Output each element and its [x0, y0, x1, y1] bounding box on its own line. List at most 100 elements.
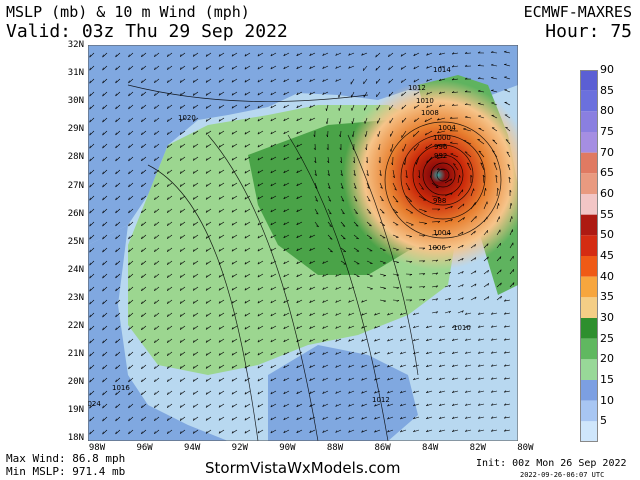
wind-arrow [218, 104, 225, 109]
wind-arrow [314, 169, 317, 176]
wind-arrow [491, 102, 498, 106]
wind-arrow [413, 65, 420, 70]
wind-arrow [361, 377, 368, 381]
wind-arrow-head [154, 197, 156, 200]
wind-arrow [379, 182, 383, 189]
wind-arrow [270, 377, 277, 382]
wind-arrow [218, 169, 225, 174]
wind-arrow-head [387, 430, 390, 433]
wind-arrow-head [128, 340, 130, 344]
wind-arrow [102, 130, 108, 136]
wind-arrow-head [257, 365, 260, 369]
wind-arrow-head [482, 174, 485, 178]
wind-arrow-head [422, 235, 426, 237]
wind-arrow [361, 390, 368, 394]
wind-arrow [180, 286, 186, 291]
wind-arrow-head [503, 299, 507, 302]
wind-arrow-head [154, 405, 156, 408]
wind-arrow-head [438, 377, 442, 380]
isobar-label: 1010 [416, 97, 434, 105]
wind-arrow [431, 259, 438, 262]
wind-arrow-head [257, 404, 260, 408]
wind-arrow-head [270, 391, 273, 395]
wind-arrow-head [270, 170, 273, 174]
wind-arrow [89, 286, 95, 292]
wind-arrow-head [128, 366, 130, 370]
wind-arrow [102, 364, 108, 370]
wind-arrow-head [413, 338, 416, 342]
wind-arrow [418, 169, 421, 179]
wind-arrow-head [128, 314, 130, 318]
wind-arrow-head [474, 296, 477, 300]
wind-arrow-head [257, 417, 260, 421]
wind-arrow [270, 390, 277, 395]
wind-arrow [413, 390, 420, 394]
wind-arrow-head [463, 128, 466, 130]
wind-arrow [89, 117, 95, 123]
wind-arrow [244, 156, 251, 161]
wind-arrow-head [348, 352, 351, 355]
wind-arrow [296, 377, 303, 382]
wind-arrow-head [154, 431, 156, 434]
wind-arrow-head [342, 212, 345, 215]
wind-arrow [439, 104, 446, 107]
wind-arrow-head [179, 184, 182, 187]
wind-arrow [205, 351, 212, 356]
wind-arrow-head [296, 157, 299, 160]
wind-arrow [478, 338, 485, 341]
wind-arrow [231, 91, 238, 96]
wind-arrow [322, 52, 329, 56]
wind-arrow [504, 416, 511, 419]
wind-arrow [392, 169, 395, 178]
wind-arrow-head [505, 139, 509, 141]
wind-arrow-head [283, 404, 286, 408]
wind-arrow [361, 299, 368, 303]
wind-arrow [465, 116, 472, 119]
wind-arrow [244, 247, 251, 252]
wind-arrow [439, 325, 446, 328]
wind-arrow [296, 78, 303, 83]
wind-arrow [444, 310, 451, 314]
longitude-label: 94W [184, 443, 201, 453]
wind-arrow [379, 221, 385, 226]
wind-arrow-head [309, 300, 312, 303]
wind-arrow-head [480, 162, 483, 165]
wind-arrow-head [341, 199, 345, 202]
wind-arrow [231, 299, 238, 304]
wind-arrow [231, 338, 238, 343]
wind-arrow [296, 247, 303, 252]
wind-arrow-head [167, 366, 169, 369]
wind-arrow-head [89, 197, 91, 201]
wind-arrow-head [296, 92, 299, 95]
wind-arrow [115, 156, 121, 162]
wind-arrow-head [451, 377, 455, 380]
wind-arrow-head [89, 54, 91, 58]
wind-arrow [491, 416, 498, 419]
wind-arrow [493, 162, 498, 171]
wind-arrow [283, 156, 290, 161]
wind-arrow [180, 299, 186, 304]
wind-arrow-head [192, 171, 195, 174]
wind-arrow-head [464, 338, 468, 341]
wind-arrow [504, 429, 511, 432]
wind-arrow-head [115, 80, 117, 84]
wind-arrow-head [283, 417, 286, 421]
wind-arrow [504, 114, 511, 119]
wind-arrow [296, 351, 303, 356]
wind-arrow-head [141, 171, 143, 175]
wind-arrow [504, 299, 511, 302]
wind-arrow-head [309, 53, 312, 56]
wind-arrow [102, 143, 108, 149]
wind-arrow [496, 269, 502, 275]
wind-arrow-head [477, 390, 481, 393]
wind-arrow [141, 390, 147, 396]
colorbar-swatch [580, 318, 598, 339]
wind-arrow-head [192, 158, 195, 161]
wind-arrow [257, 299, 264, 304]
wind-arrow-head [426, 325, 429, 329]
wind-arrow [296, 169, 303, 174]
wind-pressure-map: 1014 1012 1010 1008 1004 1000 996 992 98… [88, 45, 518, 441]
wind-arrow [244, 169, 251, 174]
wind-arrow [439, 390, 446, 393]
model-name: ECMWF-MAXRES [523, 3, 632, 21]
